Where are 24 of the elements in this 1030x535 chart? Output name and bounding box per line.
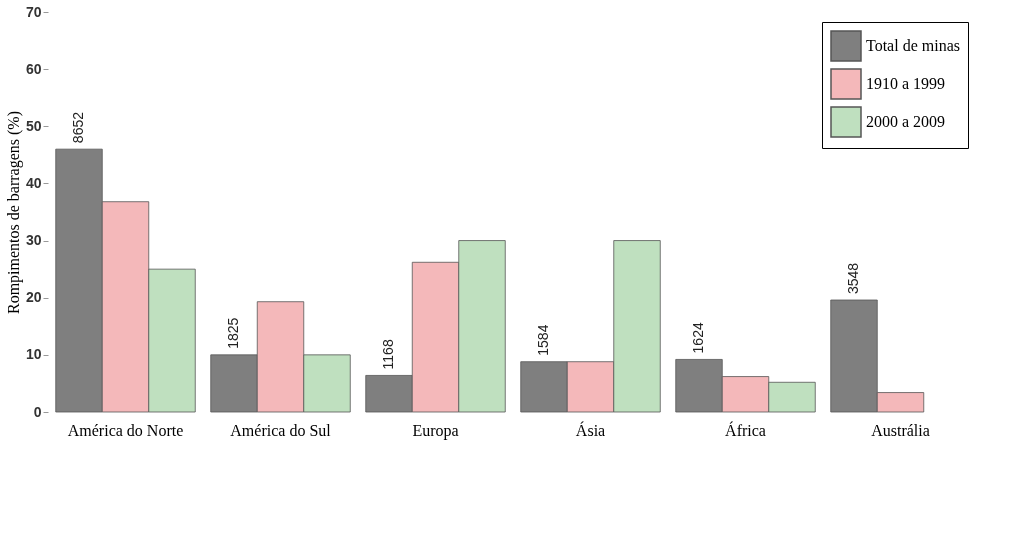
x-tick-label: Austrália xyxy=(871,421,930,439)
y-tick-label: 60 xyxy=(25,60,42,77)
annotation: 1584 xyxy=(535,324,551,356)
legend-label: Total de minas xyxy=(866,37,960,54)
annotation: 3548 xyxy=(845,262,861,294)
y-tick-label: 0 xyxy=(33,403,42,420)
annotation: 1168 xyxy=(380,339,396,370)
y-tick-label: 40 xyxy=(25,174,42,191)
annotation: 8652 xyxy=(70,111,86,144)
y-axis-title: Rompimentos de barragens (%) xyxy=(4,110,23,315)
y-tick-label: 50 xyxy=(25,117,42,134)
x-tick-label: Ásia xyxy=(575,420,606,439)
legend-label: 1910 a 1999 xyxy=(866,75,946,92)
x-tick-label: África xyxy=(725,420,766,439)
y-tick-label: 10 xyxy=(25,346,42,363)
y-tick-label: 20 xyxy=(25,289,42,306)
x-tick-label: América do Sul xyxy=(230,421,332,439)
y-tick-label: 70 xyxy=(25,3,42,20)
x-tick-label: Europa xyxy=(412,421,459,440)
x-tick-label: América do Norte xyxy=(67,421,184,439)
annotation: 1624 xyxy=(690,322,706,354)
annotation: 1825 xyxy=(225,317,241,349)
y-tick-label: 30 xyxy=(25,232,42,249)
legend-label: 2000 a 2009 xyxy=(866,113,946,130)
